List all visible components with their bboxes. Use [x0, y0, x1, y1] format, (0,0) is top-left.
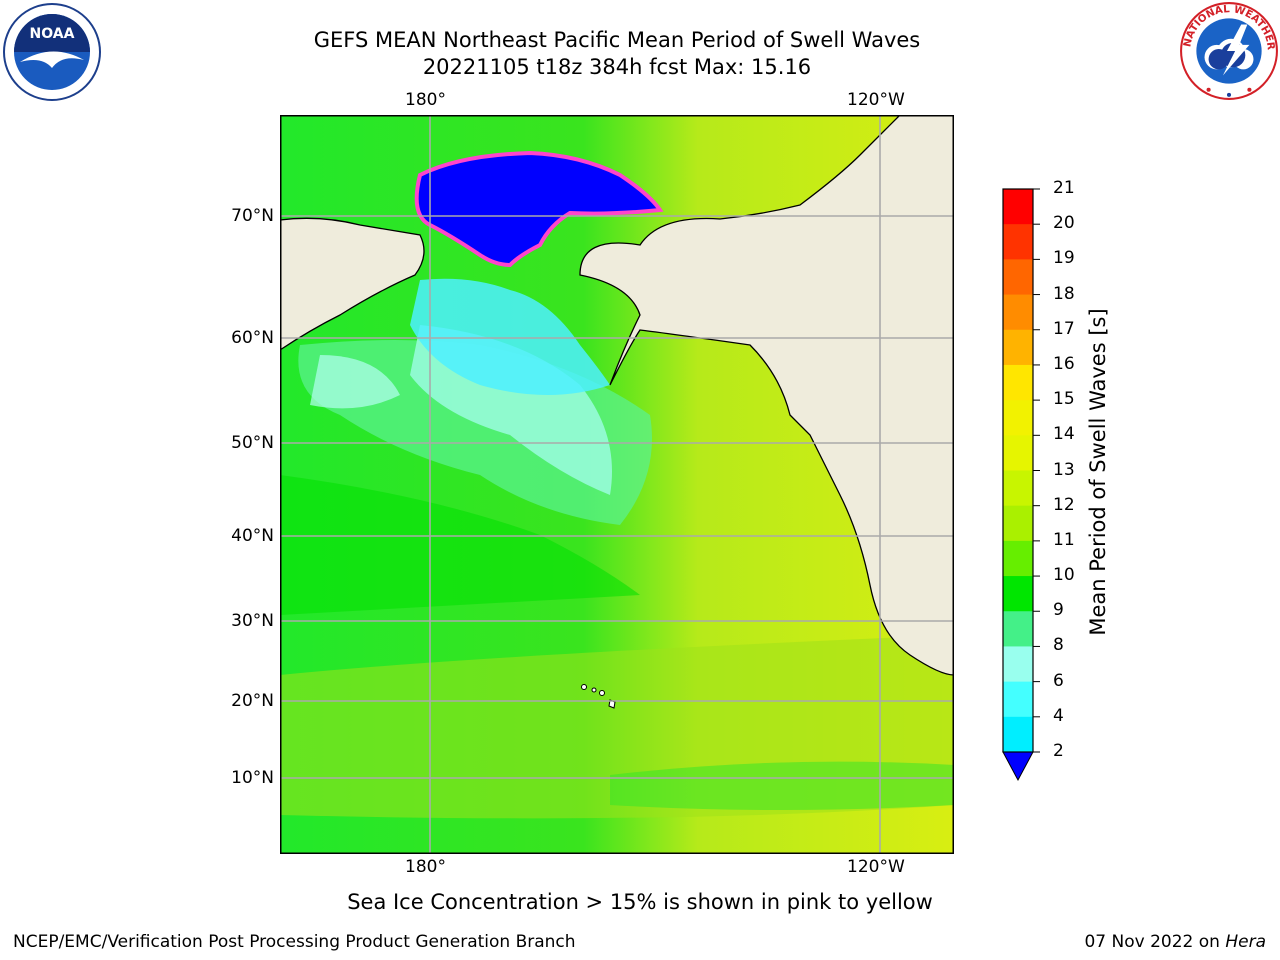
equatorial-band — [610, 761, 954, 810]
colorbar-segment — [1003, 681, 1033, 718]
chart-subtitle: 20221105 t18z 384h fcst Max: 15.16 — [422, 55, 812, 79]
colorbar-label: Mean Period of Swell Waves [s] — [1086, 308, 1110, 636]
colorbar-tick-label: 15 — [1053, 389, 1075, 410]
colorbar-tick-label: 12 — [1053, 494, 1075, 515]
colorbar-segment — [1003, 611, 1033, 647]
lat-label-10n: 10°N — [231, 768, 274, 788]
arctic-ice — [414, 150, 664, 268]
north-america-land — [579, 115, 954, 676]
colorbar-tick-label: 17 — [1053, 318, 1075, 339]
lon-label-top-180: 180° — [405, 90, 446, 110]
map-border — [280, 115, 954, 854]
siberia-land — [280, 217, 425, 351]
lat-label-60n: 60°N — [231, 328, 274, 348]
colorbar-tick-label: 16 — [1053, 353, 1075, 374]
colorbar-tick-label: 19 — [1053, 248, 1075, 269]
colorbar-segment — [1003, 646, 1033, 683]
footer-host: Hera — [1225, 932, 1266, 952]
colorbar-tick-label: 18 — [1053, 283, 1075, 304]
colorbar-tick-label: 20 — [1053, 213, 1075, 234]
colorbar-segment — [1003, 576, 1033, 612]
sea-ice-caption-text: Sea Ice Concentration > 15% is shown in … — [347, 890, 933, 914]
lat-label-50n: 50°N — [231, 433, 274, 453]
colorbar-tick-label: 14 — [1053, 424, 1075, 445]
midlat-band — [280, 475, 640, 615]
cyan-patch — [310, 355, 400, 409]
colorbar-segment — [1003, 470, 1033, 507]
colorbar-segment — [1003, 400, 1033, 436]
lon-label-bottom-180: 180° — [405, 857, 446, 877]
colorbar-segment — [1003, 364, 1033, 401]
gridlines — [280, 115, 954, 854]
colorbar-segment — [1003, 505, 1033, 542]
colorbar-tick-label: 8 — [1053, 635, 1064, 656]
chart-title: GEFS MEAN Northeast Pacific Mean Period … — [313, 28, 921, 52]
lon-label-top-120w: 120°W — [847, 90, 905, 110]
lat-label-70n: 70°N — [231, 206, 274, 226]
footer-credit: NCEP/EMC/Verification Post Processing Pr… — [13, 932, 576, 952]
colorbar-tick-label: 11 — [1053, 529, 1075, 550]
nws-logo: NATIONAL WEATHER SERVICE — [1178, 0, 1278, 100]
colorbar-tick-label: 13 — [1053, 459, 1075, 480]
sea-ice-caption: Sea Ice Concentration > 15% is shown in … — [0, 890, 1280, 914]
lat-label-30n: 30°N — [231, 611, 274, 631]
footer-date-text: 07 Nov 2022 on — [1084, 932, 1226, 952]
bering-sea — [410, 278, 610, 395]
colorbar-segment — [1003, 224, 1033, 260]
colorbar-tick-label: 21 — [1053, 178, 1075, 198]
colorbar-segment — [1003, 189, 1033, 225]
colorbar — [1002, 188, 1040, 782]
lat-label-20n: 20°N — [231, 691, 274, 711]
colorbar-tick-label: 4 — [1053, 705, 1064, 726]
noaa-logo-text: NOAA — [30, 26, 75, 42]
colorbar-segment — [1003, 435, 1033, 471]
colorbar-tick-label: 9 — [1053, 600, 1064, 621]
lon-label-bottom-120w: 120°W — [847, 857, 905, 877]
colorbar-segment — [1003, 329, 1033, 366]
colorbar-segment — [1003, 716, 1033, 753]
colorbar-tick-label: 2 — [1053, 741, 1064, 761]
lat-label-40n: 40°N — [231, 526, 274, 546]
colorbar-tick-label: 10 — [1053, 565, 1075, 586]
colorbar-tick-label: 6 — [1053, 670, 1064, 691]
hawaii-islands — [581, 684, 616, 709]
noaa-logo: NOAA — [3, 3, 101, 101]
colorbar-extend-triangle — [1002, 751, 1034, 782]
map — [280, 115, 954, 854]
footer-date: 07 Nov 2022 on Hera — [1084, 932, 1266, 952]
colorbar-segment — [1003, 540, 1033, 577]
colorbar-segment — [1003, 294, 1033, 331]
colorbar-segment — [1003, 259, 1033, 296]
